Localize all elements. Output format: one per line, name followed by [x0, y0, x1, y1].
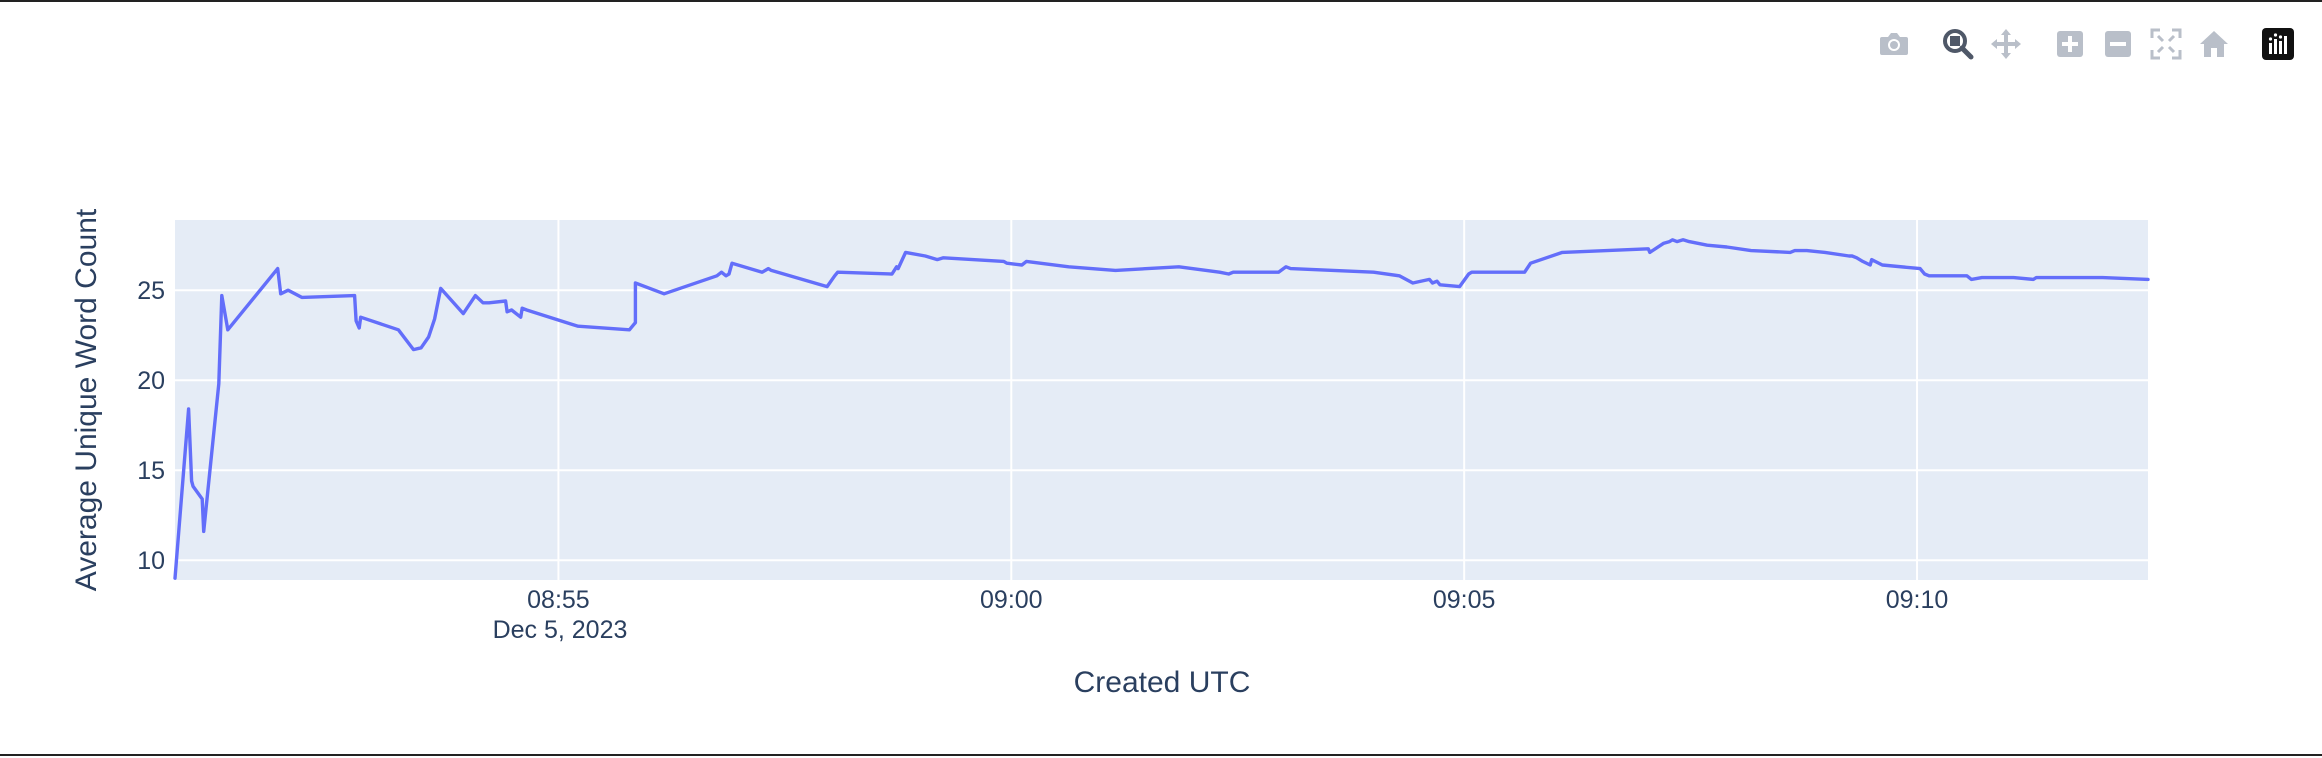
x-date-label: Dec 5, 2023 [493, 616, 628, 644]
y-axis-ticks: 10 15 20 25 [137, 277, 165, 575]
modebar [1866, 24, 2298, 64]
home-icon[interactable] [2194, 24, 2234, 64]
x-tick-label: 09:05 [1433, 586, 1496, 614]
y-tick-label: 20 [137, 367, 165, 395]
gridlines [175, 220, 2148, 580]
series-line[interactable] [173, 238, 2150, 580]
x-tick-label: 08:55 [527, 586, 590, 614]
zoom-in-icon[interactable] [2050, 24, 2090, 64]
y-tick-label: 25 [137, 277, 165, 305]
pan-icon[interactable] [1986, 24, 2026, 64]
y-tick-label: 10 [137, 547, 165, 575]
x-tick-label: 09:10 [1886, 586, 1949, 614]
x-axis-ticks: 08:55 09:00 09:05 09:10 [527, 586, 1948, 614]
series-layer [173, 238, 2150, 580]
autoscale-icon[interactable] [2146, 24, 2186, 64]
x-tick-label: 09:00 [980, 586, 1043, 614]
zoom-icon[interactable] [1938, 24, 1978, 64]
y-axis-title: Average Unique Word Count [70, 208, 103, 591]
plotly-logo-icon[interactable] [2258, 24, 2298, 64]
zoom-out-icon[interactable] [2098, 24, 2138, 64]
camera-icon[interactable] [1874, 24, 1914, 64]
x-axis-title: Created UTC [1074, 666, 1251, 699]
plot-background[interactable] [175, 220, 2148, 580]
y-tick-label: 15 [137, 457, 165, 485]
